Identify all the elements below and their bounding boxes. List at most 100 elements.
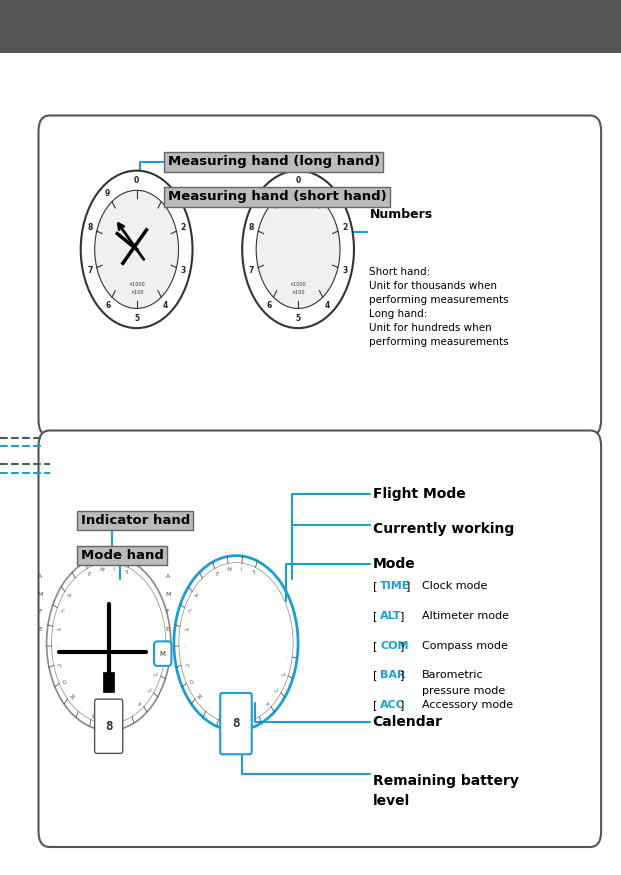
Text: 4: 4 [324,301,330,310]
Text: C: C [183,662,188,666]
Text: Measuring hand (long hand): Measuring hand (long hand) [168,156,380,168]
Text: [: [ [373,611,377,621]
Text: ]: ] [400,700,404,710]
Text: R: R [116,714,120,719]
Text: 9: 9 [266,189,272,198]
Text: C: C [274,686,281,692]
FancyBboxPatch shape [0,0,621,52]
FancyBboxPatch shape [39,116,601,436]
FancyBboxPatch shape [220,693,252,754]
Text: 0: 0 [134,176,139,185]
Text: pressure mode: pressure mode [422,686,505,696]
Text: B: B [90,711,95,717]
Text: ]: ] [400,670,404,681]
Text: E: E [214,571,219,578]
Text: COM: COM [380,640,409,651]
Text: 6: 6 [266,301,272,310]
Text: ×1000: ×1000 [129,283,145,287]
Text: Mode hand: Mode hand [81,550,163,562]
Text: ×100: ×100 [130,290,143,295]
Text: Numbers: Numbers [369,208,433,220]
Text: 8: 8 [87,223,93,233]
Text: Calendar: Calendar [373,715,443,729]
Text: ·: · [203,580,207,585]
Text: 3: 3 [181,266,186,276]
Text: ]: ] [400,611,404,621]
Text: A: A [65,592,71,598]
Text: 9: 9 [105,189,111,198]
Text: A: A [166,574,170,579]
Text: [: [ [373,640,377,651]
Text: TIME: TIME [380,581,410,592]
Text: 2: 2 [342,223,348,233]
Text: Compass mode: Compass mode [422,640,508,651]
Text: ·: · [181,645,186,647]
Text: 2: 2 [181,223,186,233]
Text: O: O [187,677,193,683]
Text: 8: 8 [105,720,112,732]
Text: Measuring hand (short hand): Measuring hand (short hand) [168,191,386,203]
Text: Barometric: Barometric [422,670,484,681]
Text: C: C [147,686,153,692]
Text: Currently working: Currently working [373,522,514,536]
Text: Altimeter mode: Altimeter mode [422,611,509,621]
Text: 6: 6 [105,301,111,310]
Text: ·: · [256,709,259,714]
Text: ·: · [158,654,163,657]
Text: Mode: Mode [373,557,415,571]
Text: Indicator hand: Indicator hand [81,514,190,527]
Text: ·: · [53,645,58,647]
Text: 7: 7 [87,266,93,276]
Text: Accessory mode: Accessory mode [422,700,514,710]
Text: 5: 5 [296,314,301,323]
Text: F: F [39,609,42,614]
Text: [: [ [373,670,377,681]
Text: C: C [281,671,287,676]
Text: L: L [58,608,64,612]
Text: 7: 7 [248,266,254,276]
Text: M: M [226,567,231,572]
Text: ALT: ALT [380,611,402,621]
FancyBboxPatch shape [154,641,171,666]
Text: T: T [181,626,187,630]
Text: E: E [86,571,91,578]
Text: M: M [195,691,201,698]
Text: ×1000: ×1000 [290,283,306,287]
Text: L: L [186,608,191,612]
Circle shape [94,190,179,309]
Text: Clock mode: Clock mode [422,581,487,592]
FancyBboxPatch shape [94,699,123,753]
Text: A: A [138,699,144,704]
Text: T: T [124,570,129,576]
Text: A: A [230,715,234,720]
Text: ·: · [206,704,210,709]
Text: I: I [240,567,243,571]
Circle shape [242,171,354,328]
FancyBboxPatch shape [39,430,601,847]
Text: M: M [68,691,74,698]
Text: T: T [252,570,256,576]
Text: O: O [60,677,66,683]
Text: ·: · [129,709,132,714]
Text: 8: 8 [248,223,254,233]
Text: 1: 1 [163,189,168,198]
Text: M: M [165,592,170,597]
Circle shape [256,190,340,309]
Text: E: E [166,626,170,632]
Text: ×100: ×100 [291,290,305,295]
Text: F: F [166,609,170,614]
Text: Remaining battery
level: Remaining battery level [373,774,519,808]
Text: M: M [160,651,166,656]
Text: A: A [193,592,199,598]
Text: E: E [39,626,42,632]
Text: Flight Mode: Flight Mode [373,487,465,501]
FancyBboxPatch shape [103,672,114,692]
Text: 0: 0 [296,176,301,185]
Text: 5: 5 [134,314,139,323]
Text: [: [ [373,700,377,710]
Circle shape [81,171,193,328]
Text: C: C [55,662,61,666]
Text: M: M [99,567,104,572]
Text: I: I [113,567,116,571]
Text: ]: ] [406,581,410,592]
